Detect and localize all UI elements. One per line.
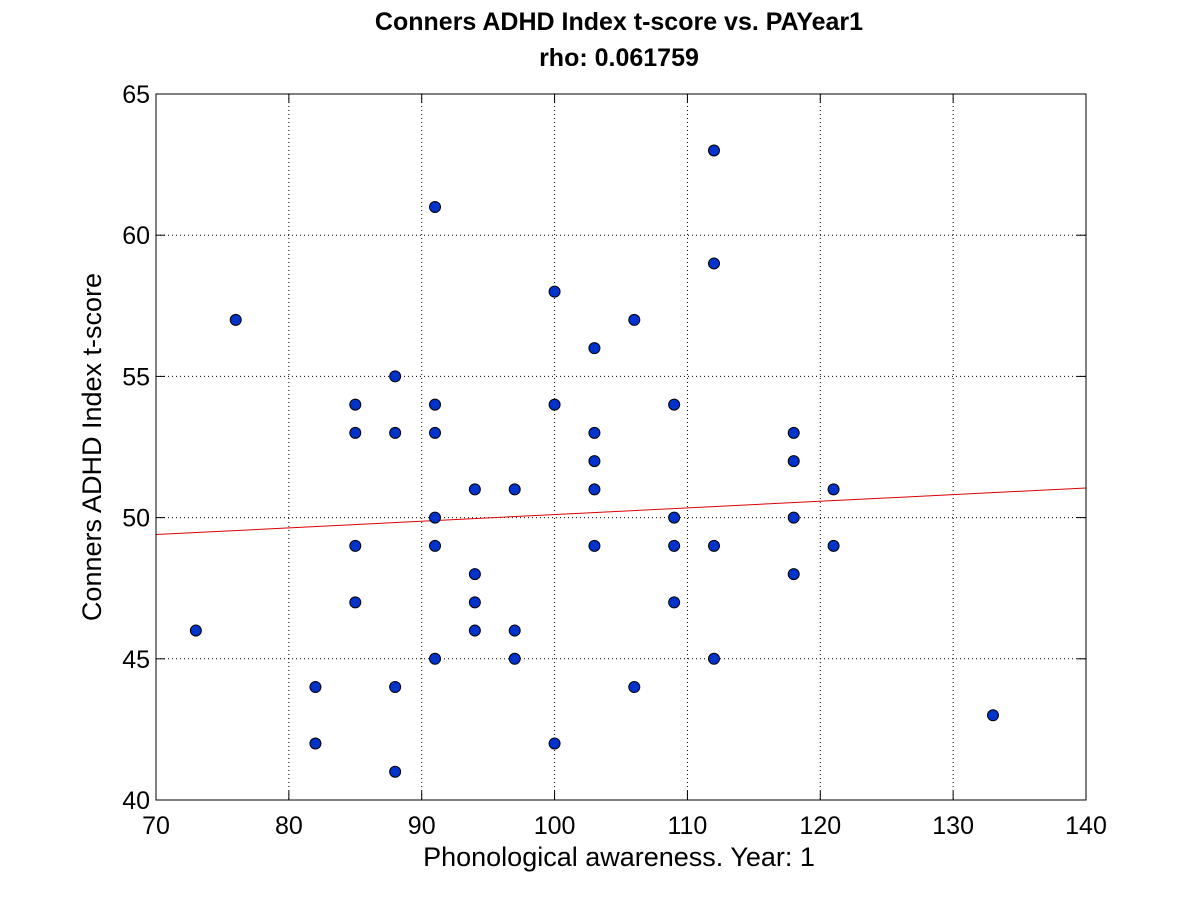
x-tick-label: 100: [534, 812, 576, 840]
data-point: [349, 596, 362, 609]
data-point: [429, 539, 441, 552]
data-point: [668, 511, 681, 524]
data-point: [468, 568, 481, 581]
data-point: [349, 426, 362, 439]
y-tick-label: 45: [122, 646, 150, 674]
data-point: [708, 652, 720, 665]
data-point: [787, 568, 800, 581]
data-point: [668, 539, 681, 552]
data-point: [429, 200, 441, 213]
data-point: [389, 765, 402, 778]
data-point: [429, 652, 441, 665]
plot-frame: [155, 93, 1087, 801]
data-point: [349, 398, 362, 411]
data-point: [787, 455, 800, 468]
data-point: [229, 313, 242, 326]
y-tick-label: 65: [122, 81, 150, 109]
data-point: [628, 681, 641, 694]
data-point: [468, 596, 481, 609]
x-tick-label: 110: [667, 812, 707, 840]
grid: [156, 94, 1086, 800]
y-axis-label: Conners ADHD Index t-score: [77, 273, 107, 621]
data-point: [987, 709, 999, 722]
data-point: [189, 624, 202, 637]
data-point: [389, 681, 402, 694]
x-tick-label: 120: [799, 812, 841, 840]
data-point: [628, 313, 641, 326]
data-point: [588, 426, 601, 439]
y-tick-label: 50: [122, 505, 150, 533]
y-tick-label: 40: [122, 787, 150, 815]
data-point: [708, 144, 720, 157]
data-point: [827, 483, 840, 496]
data-point: [508, 652, 521, 665]
data-point: [508, 483, 521, 496]
data-point: [588, 342, 601, 355]
data-point: [827, 539, 840, 552]
data-point: [389, 370, 402, 383]
fit-line-group: [155, 487, 1087, 536]
data-point: [548, 398, 561, 411]
x-axis-label: Phonological awareness. Year: 1: [423, 842, 815, 872]
data-point: [309, 681, 322, 694]
data-point: [588, 539, 601, 552]
ticks: 70 80 90 100 110 120 130 140 40 45 50 55 60 65: [122, 81, 1107, 840]
x-tick-label: 140: [1065, 812, 1107, 840]
x-tick-label: 80: [275, 812, 303, 840]
y-tick-label: 55: [122, 363, 150, 391]
data-point: [429, 511, 441, 524]
data-point: [468, 624, 481, 637]
data-point: [309, 737, 322, 750]
data-point: [588, 455, 601, 468]
data-point: [389, 426, 402, 439]
data-point: [429, 398, 441, 411]
data-point: [668, 596, 681, 609]
data-points: [189, 144, 999, 778]
data-point: [548, 285, 561, 298]
chart-title: Conners ADHD Index t-score vs. PAYear1: [375, 8, 863, 36]
data-point: [708, 257, 720, 270]
regression-line: [155, 487, 1087, 536]
x-tick-label: 130: [932, 812, 974, 840]
plot-area: [155, 93, 1087, 801]
x-tick-label: 90: [408, 812, 436, 840]
data-point: [429, 426, 441, 439]
data-point: [708, 539, 720, 552]
data-point: [468, 483, 481, 496]
data-point: [508, 624, 521, 637]
data-point: [787, 511, 800, 524]
data-point: [787, 426, 800, 439]
data-point: [588, 483, 601, 496]
chart-subtitle: rho: 0.061759: [539, 44, 699, 72]
x-tick-label: 70: [142, 812, 170, 840]
data-point: [349, 539, 362, 552]
data-point: [548, 737, 561, 750]
data-point: [668, 398, 681, 411]
y-tick-label: 60: [122, 222, 150, 250]
